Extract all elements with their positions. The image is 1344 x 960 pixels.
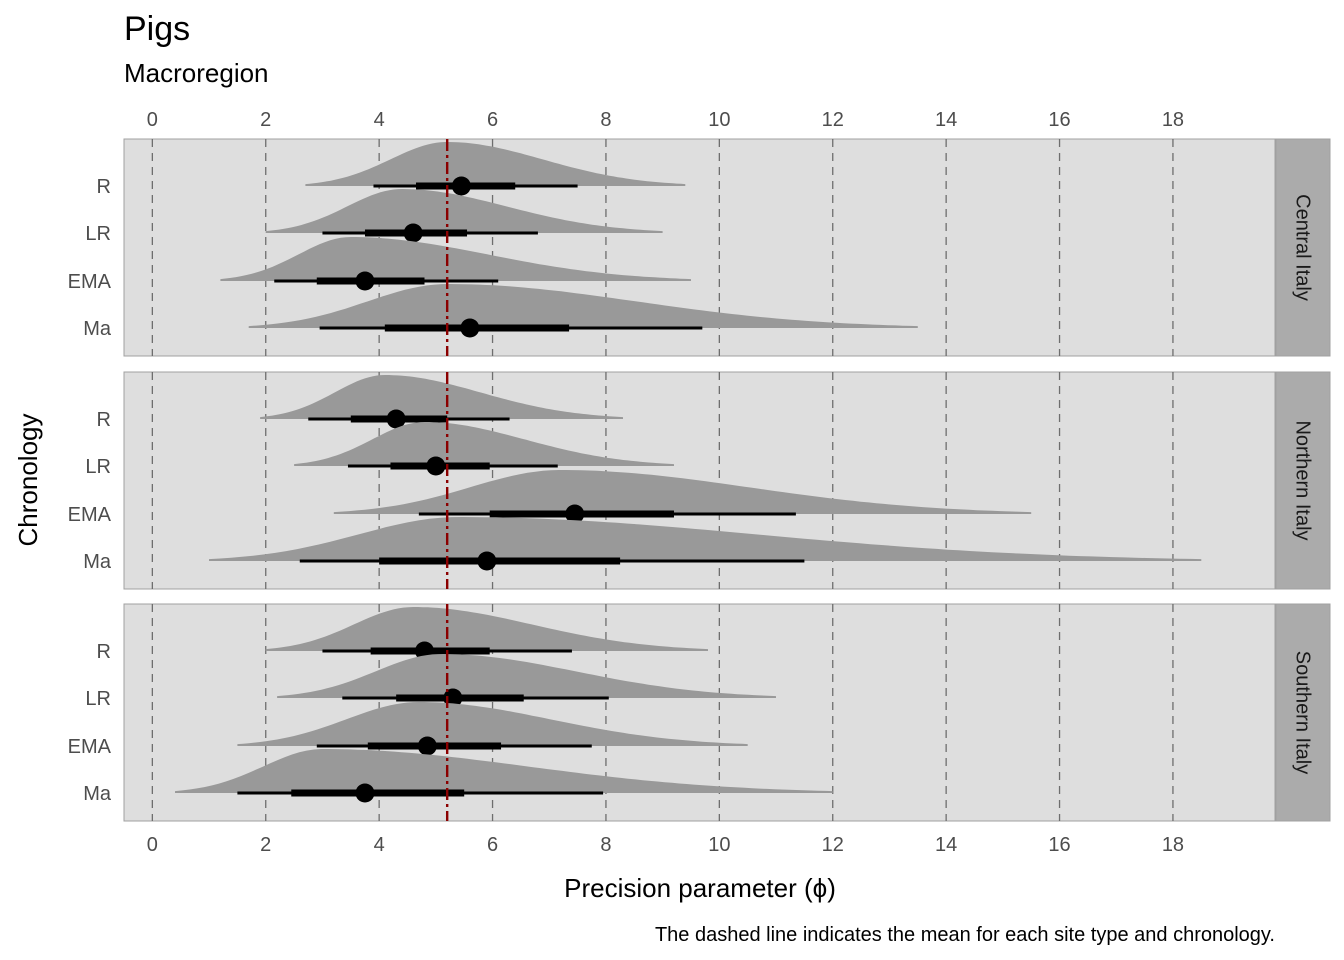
facet-panel: Southern Italy R LR EMA Ma <box>68 603 1331 822</box>
point-estimate <box>426 456 446 476</box>
y-tick-label: R <box>97 409 111 431</box>
x-tick-label-bottom: 10 <box>708 834 730 856</box>
bottom-axis-ticks: 0 2 4 6 8 10 12 14 16 18 <box>147 834 1184 856</box>
x-tick-label-top: 10 <box>708 109 730 131</box>
x-tick-label-top: 6 <box>487 109 498 131</box>
x-tick-label-top: 16 <box>1048 109 1070 131</box>
x-tick-label-bottom: 8 <box>600 834 611 856</box>
y-tick-label: EMA <box>68 504 112 526</box>
density-slab <box>209 517 1202 561</box>
x-tick-label-top: 4 <box>374 109 385 131</box>
chart-subtitle: Macroregion <box>124 58 269 88</box>
facet-strip-label: Northern Italy <box>1292 420 1314 540</box>
top-axis-ticks: 0 2 4 6 8 10 12 14 16 18 <box>147 109 1184 131</box>
point-estimate <box>451 176 471 196</box>
point-estimate <box>355 783 375 803</box>
density-slab <box>265 607 708 651</box>
point-estimate <box>417 736 437 756</box>
facet-strip <box>1275 603 1331 822</box>
density-slab <box>294 422 674 466</box>
point-estimate <box>386 409 406 429</box>
facet-strip-label: Central Italy <box>1292 194 1314 301</box>
y-tick-label: EMA <box>68 736 112 758</box>
point-estimate <box>565 504 585 524</box>
x-tick-label-top: 0 <box>147 109 158 131</box>
y-tick-label: EMA <box>68 271 112 293</box>
chart-caption: The dashed line indicates the mean for e… <box>655 924 1275 946</box>
x-tick-label-top: 12 <box>822 109 844 131</box>
point-estimate <box>460 318 480 338</box>
x-tick-label-bottom: 16 <box>1048 834 1070 856</box>
density-slab <box>265 189 663 233</box>
x-tick-label-bottom: 18 <box>1162 834 1184 856</box>
point-estimate <box>477 551 497 571</box>
point-estimate <box>403 223 423 243</box>
density-slab <box>237 702 748 746</box>
y-tick-label: Ma <box>83 551 112 573</box>
y-tick-label: LR <box>85 456 111 478</box>
density-slab <box>220 237 691 281</box>
x-tick-label-bottom: 14 <box>935 834 957 856</box>
x-tick-label-bottom: 0 <box>147 834 158 856</box>
y-tick-label: LR <box>85 688 111 710</box>
y-tick-label: R <box>97 641 111 663</box>
chart-title: Pigs <box>124 10 190 48</box>
facet-panel: Northern Italy R LR EMA Ma <box>68 371 1331 590</box>
point-estimate <box>355 271 375 291</box>
facet-panels: Central Italy R LR EMA Ma Northern Italy R LR EM… <box>68 138 1331 822</box>
y-tick-label: R <box>97 176 111 198</box>
x-tick-label-bottom: 4 <box>374 834 385 856</box>
facet-strip <box>1275 371 1331 590</box>
density-slab <box>277 654 776 698</box>
x-tick-label-bottom: 2 <box>260 834 271 856</box>
y-tick-label: Ma <box>83 783 112 805</box>
x-tick-label-bottom: 12 <box>822 834 844 856</box>
x-tick-label-top: 14 <box>935 109 957 131</box>
facet-panel: Central Italy R LR EMA Ma <box>68 138 1331 357</box>
density-slab <box>175 749 833 793</box>
facet-strip <box>1275 138 1331 357</box>
y-tick-label: Ma <box>83 318 112 340</box>
facet-strip-label: Southern Italy <box>1292 651 1314 774</box>
x-tick-label-top: 8 <box>600 109 611 131</box>
density-slab <box>305 142 686 186</box>
density-slab <box>248 284 918 328</box>
density-slab <box>260 375 623 419</box>
x-axis-title: Precision parameter (ϕ) <box>564 873 836 903</box>
x-tick-label-top: 2 <box>260 109 271 131</box>
x-tick-label-top: 18 <box>1162 109 1184 131</box>
density-slab <box>333 470 1032 514</box>
x-tick-label-bottom: 6 <box>487 834 498 856</box>
y-tick-label: LR <box>85 223 111 245</box>
y-axis-title: Chronology <box>13 414 43 547</box>
